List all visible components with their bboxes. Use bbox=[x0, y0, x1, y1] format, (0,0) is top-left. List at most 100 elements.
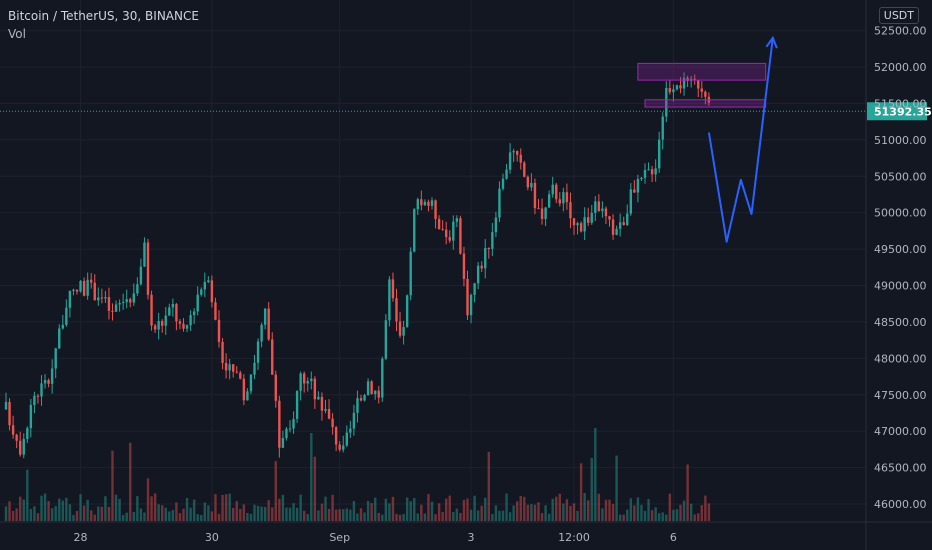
candle-body bbox=[50, 368, 54, 384]
volume-bar bbox=[608, 499, 611, 521]
candle-body bbox=[82, 280, 86, 296]
volume-bar bbox=[366, 500, 370, 521]
candle-body bbox=[232, 364, 235, 372]
volume-bar bbox=[8, 501, 11, 521]
y-tick-label: 52000.00 bbox=[874, 61, 927, 74]
volume-bar bbox=[640, 504, 643, 521]
candle-body bbox=[278, 400, 281, 448]
candle-body bbox=[363, 395, 366, 401]
volume-bar bbox=[93, 514, 96, 521]
candle-body bbox=[221, 341, 224, 363]
candle-body bbox=[533, 182, 537, 209]
candle-body bbox=[693, 78, 696, 80]
volume-bar bbox=[310, 432, 313, 521]
candle-body bbox=[271, 339, 274, 375]
candle-body bbox=[185, 325, 189, 329]
candle-body bbox=[214, 302, 217, 320]
candle-body bbox=[611, 219, 615, 235]
volume-bar bbox=[427, 494, 430, 521]
volume-bar bbox=[164, 507, 167, 521]
volume-bar bbox=[583, 493, 586, 521]
volume-bar bbox=[82, 505, 86, 521]
volume-bar bbox=[228, 493, 231, 521]
volume-bar bbox=[292, 503, 295, 521]
candle-body bbox=[164, 315, 167, 326]
volume-bar bbox=[253, 504, 256, 521]
candle-body bbox=[306, 381, 309, 384]
candle-body bbox=[508, 152, 512, 170]
candle-body bbox=[405, 295, 409, 328]
candle-body bbox=[537, 208, 540, 210]
candle-body bbox=[65, 307, 68, 325]
volume-bar bbox=[33, 506, 36, 521]
volume-bar bbox=[242, 504, 246, 521]
volume-bar bbox=[668, 493, 672, 521]
price-axis[interactable]: 46000.00 46500.00 47000.00 47500.00 48000.00… bbox=[874, 25, 927, 511]
candle-body bbox=[121, 302, 125, 304]
volume-bar bbox=[239, 508, 242, 521]
candle-body bbox=[423, 201, 427, 206]
candle-body bbox=[675, 85, 679, 90]
volume-bar bbox=[665, 514, 668, 521]
candle-body bbox=[636, 179, 640, 193]
candle-body bbox=[658, 139, 661, 169]
candle-body bbox=[462, 253, 466, 279]
volume-bar bbox=[569, 505, 572, 521]
volume-bar bbox=[629, 498, 632, 521]
volume-bar bbox=[246, 512, 249, 521]
candle-body bbox=[530, 182, 533, 188]
x-tick-label: 30 bbox=[205, 531, 219, 544]
volume-bar bbox=[271, 507, 274, 521]
volume-bars bbox=[4, 427, 711, 521]
candle-body bbox=[498, 188, 501, 218]
volume-bar bbox=[494, 505, 498, 521]
candle-body bbox=[374, 390, 377, 395]
candle-body bbox=[366, 381, 370, 396]
candle-body bbox=[178, 321, 182, 324]
volume-bar bbox=[331, 494, 334, 521]
volume-bar bbox=[618, 514, 622, 521]
candle-body bbox=[505, 169, 508, 179]
volume-bar bbox=[508, 512, 512, 521]
volume-bar bbox=[590, 457, 593, 521]
candle-body bbox=[381, 358, 384, 398]
candle-body bbox=[175, 304, 178, 322]
candle-body bbox=[370, 381, 373, 395]
candle-body bbox=[334, 427, 338, 445]
volume-bar bbox=[313, 456, 317, 521]
candle-body bbox=[246, 391, 249, 401]
y-tick-label: 49000.00 bbox=[874, 280, 927, 293]
y-tick-label: 50500.00 bbox=[874, 170, 927, 183]
candle-body bbox=[249, 374, 253, 392]
currency-badge[interactable]: USDT bbox=[878, 7, 919, 24]
volume-bar bbox=[501, 510, 505, 521]
candle-body bbox=[107, 297, 111, 311]
projection-arrowhead bbox=[765, 35, 778, 49]
volume-bar bbox=[114, 494, 118, 521]
y-tick-label: 49500.00 bbox=[874, 243, 927, 256]
volume-bar bbox=[555, 496, 558, 521]
volume-bar bbox=[505, 493, 508, 521]
volume-bar bbox=[217, 513, 221, 521]
y-tick-label: 51500.00 bbox=[874, 97, 927, 110]
candle-body bbox=[203, 282, 206, 290]
candle-body bbox=[207, 280, 210, 283]
volume-bar bbox=[626, 509, 629, 521]
time-axis[interactable]: 28 30 Sep 3 12:00 6 bbox=[74, 531, 677, 544]
y-tick-label: 52500.00 bbox=[874, 25, 927, 38]
volume-bar bbox=[345, 508, 348, 521]
candle-body bbox=[352, 412, 356, 429]
candle-body bbox=[327, 409, 331, 419]
volume-bar bbox=[303, 510, 306, 521]
candle-body bbox=[562, 192, 565, 204]
volume-bar bbox=[445, 498, 448, 521]
volume-bar bbox=[409, 501, 412, 521]
volume-bar bbox=[658, 513, 661, 521]
volume-bar bbox=[338, 509, 341, 521]
candle-body bbox=[512, 151, 515, 153]
candle-body bbox=[90, 279, 93, 283]
x-tick-label: 28 bbox=[74, 531, 88, 544]
candle-body bbox=[420, 199, 423, 206]
